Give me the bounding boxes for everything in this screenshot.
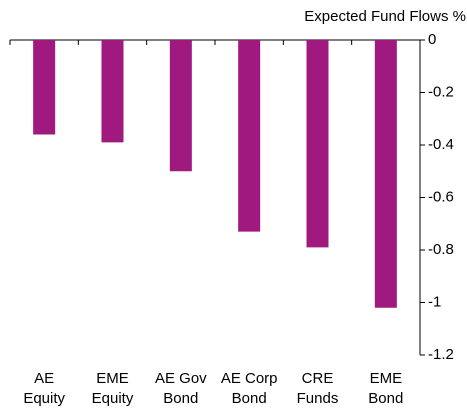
x-tick-label: AE Equity	[23, 370, 65, 407]
y-tick-label: 0	[428, 31, 436, 48]
y-tick-label: -0.4	[428, 136, 454, 153]
y-tick-label: -1	[428, 293, 441, 310]
x-tick-label: AE Corp Bond	[221, 370, 278, 407]
bar	[306, 40, 329, 248]
bar	[33, 40, 56, 135]
x-tick-label: EME Bond	[368, 370, 403, 407]
y-tick-label: -0.6	[428, 188, 454, 205]
x-tick-label: CRE Funds	[297, 370, 339, 407]
chart-title: Expected Fund Flows %	[304, 8, 466, 25]
bar	[238, 40, 261, 232]
y-tick-label: -0.2	[428, 83, 454, 100]
x-tick-label: EME Equity	[92, 370, 134, 407]
x-tick-label: AE Gov Bond	[155, 370, 207, 407]
y-tick-label: -1.2	[428, 346, 454, 363]
y-tick-label: -0.8	[428, 241, 454, 258]
bar	[374, 40, 397, 308]
bar	[101, 40, 124, 143]
bar	[169, 40, 192, 172]
